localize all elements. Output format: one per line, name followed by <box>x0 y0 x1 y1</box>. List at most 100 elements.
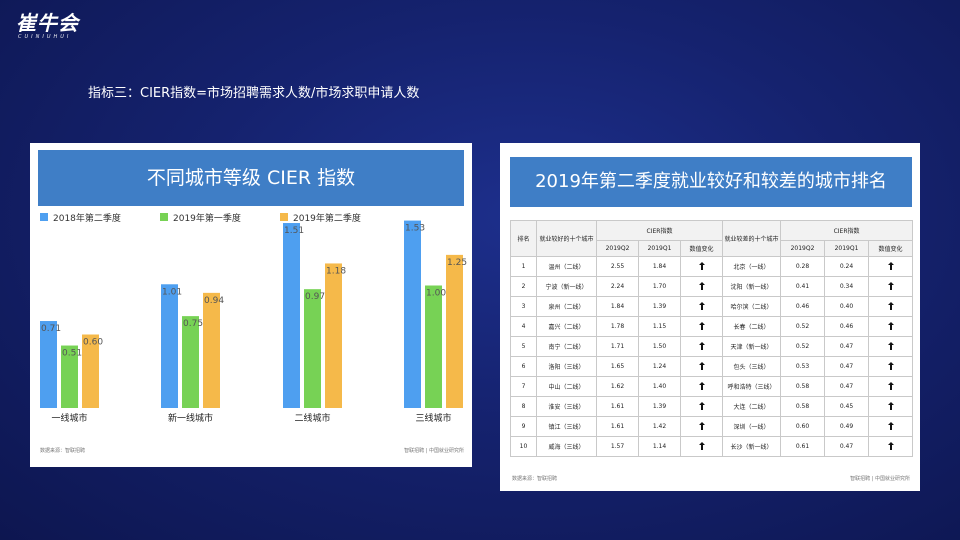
left-chart-title: 不同城市等级 CIER 指数 <box>38 150 464 206</box>
bad-q1-cell: 0.46 <box>824 316 870 337</box>
bad-city-cell: 呼和浩特（三线） <box>722 376 782 397</box>
table-row: 4 嘉兴（二线） 1.78 1.15 长春（二线） 0.52 0.46 <box>510 316 914 337</box>
legend-label: 2019年第一季度 <box>173 212 241 224</box>
bar <box>404 220 421 408</box>
bad-q2-cell: 0.52 <box>780 336 826 357</box>
good-change-icon <box>679 316 724 337</box>
arrow-up-icon <box>887 321 894 330</box>
good-q2-cell: 2.24 <box>596 276 639 297</box>
good-change-icon <box>679 416 724 437</box>
bad-city-cell: 包头（三线） <box>722 356 782 377</box>
logo: 崔牛会 CUINIUHUI <box>16 12 79 40</box>
good-q1-cell: 1.50 <box>638 336 681 357</box>
header-cier-bad: CIER指数 <box>780 220 914 241</box>
bar-value-label: 0.71 <box>41 324 61 334</box>
good-q1-cell: 1.40 <box>638 376 681 397</box>
table-row: 9 镇江（三线） 1.61 1.42 深圳（一线） 0.60 0.49 <box>510 416 914 437</box>
bad-q2-cell: 0.58 <box>780 396 826 417</box>
rank-cell: 3 <box>510 296 537 317</box>
arrow-up-icon <box>887 261 894 270</box>
logo-subtext: CUINIUHUI <box>18 34 72 40</box>
good-q1-cell: 1.39 <box>638 396 681 417</box>
right-footer-source: 数据来源：智联招聘 <box>512 476 558 482</box>
bad-q2-cell: 0.52 <box>780 316 826 337</box>
bar <box>283 223 300 408</box>
bad-change-icon <box>868 376 914 397</box>
bad-q1-cell: 0.34 <box>824 276 870 297</box>
good-city-cell: 镇江（三线） <box>536 416 597 437</box>
header-good-q1: 2019Q1 <box>638 240 681 257</box>
bad-city-cell: 天津（新一线） <box>722 336 782 357</box>
good-q2-cell: 1.84 <box>596 296 639 317</box>
good-change-icon <box>679 256 724 277</box>
header-good-city: 就业较好的十个城市 <box>536 220 597 257</box>
table-row: 10 威海（三线） 1.57 1.14 长沙（新一线） 0.61 0.47 <box>510 436 914 457</box>
good-q1-cell: 1.42 <box>638 416 681 437</box>
bar <box>161 284 178 408</box>
rank-cell: 5 <box>510 336 537 357</box>
header-bad-change: 数值变化 <box>868 240 914 257</box>
bad-city-cell: 北京（一线） <box>722 256 782 277</box>
bad-q1-cell: 0.49 <box>824 416 870 437</box>
good-change-icon <box>679 436 724 457</box>
table-row: 7 中山（二线） 1.62 1.40 呼和浩特（三线） 0.58 0.47 <box>510 376 914 397</box>
bar-value-label: 1.00 <box>426 289 446 299</box>
bad-change-icon <box>868 436 914 457</box>
bar-value-label: 0.75 <box>183 319 203 329</box>
header-good-q2: 2019Q2 <box>596 240 639 257</box>
bar <box>82 334 99 408</box>
right-table-panel: 2019年第二季度就业较好和较差的城市排名 排名 就业较好的十个城市 CIER指… <box>500 143 920 491</box>
good-city-cell: 淮安（三线） <box>536 396 597 417</box>
bar <box>203 292 220 408</box>
good-q1-cell: 1.70 <box>638 276 681 297</box>
arrow-up-icon <box>887 281 894 290</box>
bar <box>304 289 321 408</box>
good-q2-cell: 1.57 <box>596 436 639 457</box>
bad-change-icon <box>868 336 914 357</box>
good-q2-cell: 1.62 <box>596 376 639 397</box>
bar-value-label: 0.94 <box>204 296 224 306</box>
bar-chart: 2018年第二季度 2019年第一季度 2019年第二季度 0.71 0.510.60 一… <box>40 212 467 424</box>
arrow-up-icon <box>698 341 705 350</box>
bad-change-icon <box>868 296 914 317</box>
bad-q1-cell: 0.47 <box>824 356 870 377</box>
bad-q1-cell: 0.47 <box>824 336 870 357</box>
bad-city-cell: 深圳（一线） <box>722 416 782 437</box>
bad-q2-cell: 0.46 <box>780 296 826 317</box>
bar <box>61 345 78 408</box>
good-q2-cell: 1.61 <box>596 396 639 417</box>
bad-q2-cell: 0.58 <box>780 376 826 397</box>
bad-city-cell: 长沙（新一线） <box>722 436 782 457</box>
arrow-up-icon <box>698 301 705 310</box>
bar <box>425 285 442 408</box>
header-rank: 排名 <box>510 220 537 257</box>
good-change-icon <box>679 396 724 417</box>
bad-change-icon <box>868 276 914 297</box>
bar <box>40 321 57 408</box>
arrow-up-icon <box>698 261 705 270</box>
category-label: 新一线城市 <box>168 412 213 424</box>
rank-cell: 2 <box>510 276 537 297</box>
rank-cell: 10 <box>510 436 537 457</box>
bar-value-label: 1.25 <box>447 258 467 268</box>
good-city-cell: 温州（二线） <box>536 256 597 277</box>
bad-change-icon <box>868 356 914 377</box>
good-q1-cell: 1.15 <box>638 316 681 337</box>
good-change-icon <box>679 276 724 297</box>
good-q1-cell: 1.14 <box>638 436 681 457</box>
good-change-icon <box>679 376 724 397</box>
arrow-up-icon <box>887 381 894 390</box>
left-footer-source: 数据来源：智联招聘 <box>40 448 86 454</box>
legend-label: 2019年第二季度 <box>293 212 361 224</box>
rank-cell: 1 <box>510 256 537 277</box>
rank-cell: 6 <box>510 356 537 377</box>
good-city-cell: 威海（三线） <box>536 436 597 457</box>
page-subtitle: 指标三：CIER指数=市场招聘需求人数/市场求职申请人数 <box>88 86 420 101</box>
bad-q2-cell: 0.28 <box>780 256 826 277</box>
bar <box>325 263 342 408</box>
table-row: 3 泉州（二线） 1.84 1.39 哈尔滨（二线） 0.46 0.40 <box>510 296 914 317</box>
ranking-table: 排名 就业较好的十个城市 CIER指数 就业较差的十个城市 CIER指数 201… <box>510 220 914 457</box>
header-bad-city: 就业较差的十个城市 <box>722 220 782 257</box>
bar <box>182 316 199 408</box>
good-city-cell: 中山（二线） <box>536 376 597 397</box>
